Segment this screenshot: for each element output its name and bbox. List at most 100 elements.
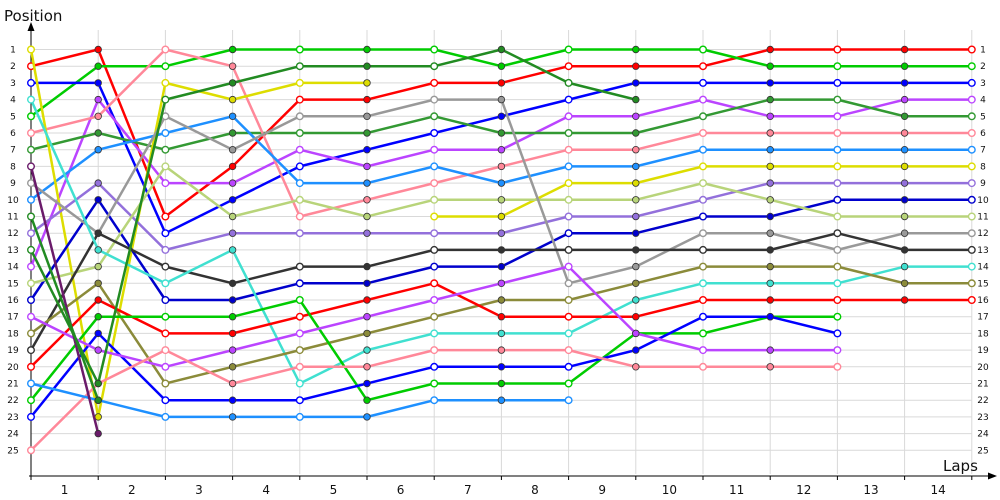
x-tick-label: 1 xyxy=(61,483,69,497)
data-point xyxy=(564,62,573,71)
data-point xyxy=(430,195,439,204)
data-point xyxy=(497,329,506,338)
data-point xyxy=(228,296,237,304)
data-point xyxy=(228,279,237,287)
data-point xyxy=(900,145,909,154)
data-point xyxy=(497,346,506,354)
data-point xyxy=(27,212,36,221)
data-point xyxy=(699,362,708,371)
data-point xyxy=(363,279,371,287)
y-tick-label-right: 17 xyxy=(977,313,988,323)
data-point xyxy=(363,45,371,54)
data-point xyxy=(967,229,976,238)
data-point xyxy=(27,45,36,54)
y-tick-label-left: 18 xyxy=(7,329,19,339)
data-point xyxy=(94,145,102,154)
data-point xyxy=(833,262,842,271)
data-point xyxy=(295,362,304,371)
x-tick-label: 12 xyxy=(796,483,811,497)
y-tick-label-left: 7 xyxy=(10,146,16,156)
y-tick-label-right: 6 xyxy=(980,129,986,139)
series-line xyxy=(27,45,640,388)
data-point xyxy=(497,196,506,204)
data-point xyxy=(497,62,506,70)
data-point xyxy=(295,212,304,221)
y-tick-label-left: 4 xyxy=(10,96,16,106)
data-point xyxy=(632,262,640,271)
series-line xyxy=(27,162,976,288)
data-point xyxy=(497,162,506,171)
data-point xyxy=(833,229,842,238)
data-point xyxy=(295,262,304,271)
data-point xyxy=(27,346,36,355)
y-tick-label-right: 4 xyxy=(980,96,986,106)
data-point xyxy=(94,329,102,338)
x-tick-label: 4 xyxy=(262,483,270,497)
data-point xyxy=(27,95,36,104)
data-point xyxy=(497,95,506,104)
y-tick-label-left: 14 xyxy=(7,263,19,273)
x-tick-label: 6 xyxy=(397,483,405,497)
data-point xyxy=(161,95,170,104)
y-tick-label-left: 20 xyxy=(7,363,19,373)
data-point xyxy=(699,62,708,71)
data-point xyxy=(161,229,170,238)
data-point xyxy=(295,145,304,154)
data-point xyxy=(27,112,36,121)
data-point xyxy=(699,162,708,171)
data-point xyxy=(161,179,170,188)
data-point xyxy=(833,279,842,288)
data-point xyxy=(228,413,237,421)
data-point xyxy=(766,229,774,237)
data-point xyxy=(430,45,439,54)
data-point xyxy=(94,296,102,304)
data-point xyxy=(295,62,304,71)
y-tick-label-left: 21 xyxy=(7,380,18,390)
data-point xyxy=(295,412,304,421)
data-point xyxy=(295,296,304,305)
x-tick-label: 9 xyxy=(598,483,606,497)
data-point xyxy=(27,162,36,171)
data-point xyxy=(699,212,708,221)
data-point xyxy=(497,379,506,388)
y-tick-label-right: 21 xyxy=(977,380,988,390)
data-point xyxy=(497,79,506,87)
data-point xyxy=(497,179,506,187)
data-point xyxy=(497,145,506,154)
data-point xyxy=(766,179,774,187)
data-point xyxy=(228,179,237,187)
data-point xyxy=(363,95,371,104)
data-point xyxy=(766,45,774,54)
data-point xyxy=(27,329,36,338)
data-point xyxy=(564,162,573,171)
data-point xyxy=(228,229,237,237)
data-point xyxy=(564,195,573,204)
data-point xyxy=(363,329,371,338)
y-tick-label-right: 7 xyxy=(980,146,986,156)
data-point xyxy=(833,362,842,371)
data-point xyxy=(497,246,506,254)
data-point xyxy=(363,346,371,354)
x-tick-label: 7 xyxy=(464,483,472,497)
data-point xyxy=(27,179,36,188)
data-point xyxy=(363,162,371,171)
data-point xyxy=(967,262,976,271)
data-point xyxy=(430,312,439,321)
data-point xyxy=(833,62,842,71)
data-point xyxy=(363,179,371,187)
data-point xyxy=(27,195,36,204)
y-tick-label-right: 9 xyxy=(980,179,986,189)
data-point xyxy=(430,212,439,221)
data-point xyxy=(94,262,102,271)
y-tick-labels-left: 1234567891011121314151617181920212223242… xyxy=(7,46,19,457)
data-point xyxy=(161,145,170,154)
series-line xyxy=(27,195,976,305)
x-tick-labels: 1 2 3 4 5 6 7 8 9 10 11 12 13 14 xyxy=(61,483,946,497)
data-point xyxy=(900,129,909,137)
data-point xyxy=(766,363,774,371)
y-tick-label-left: 3 xyxy=(10,79,16,89)
data-point xyxy=(363,396,371,404)
data-point xyxy=(900,62,909,70)
data-point xyxy=(900,246,909,254)
y-tick-label-right: 25 xyxy=(977,446,988,456)
